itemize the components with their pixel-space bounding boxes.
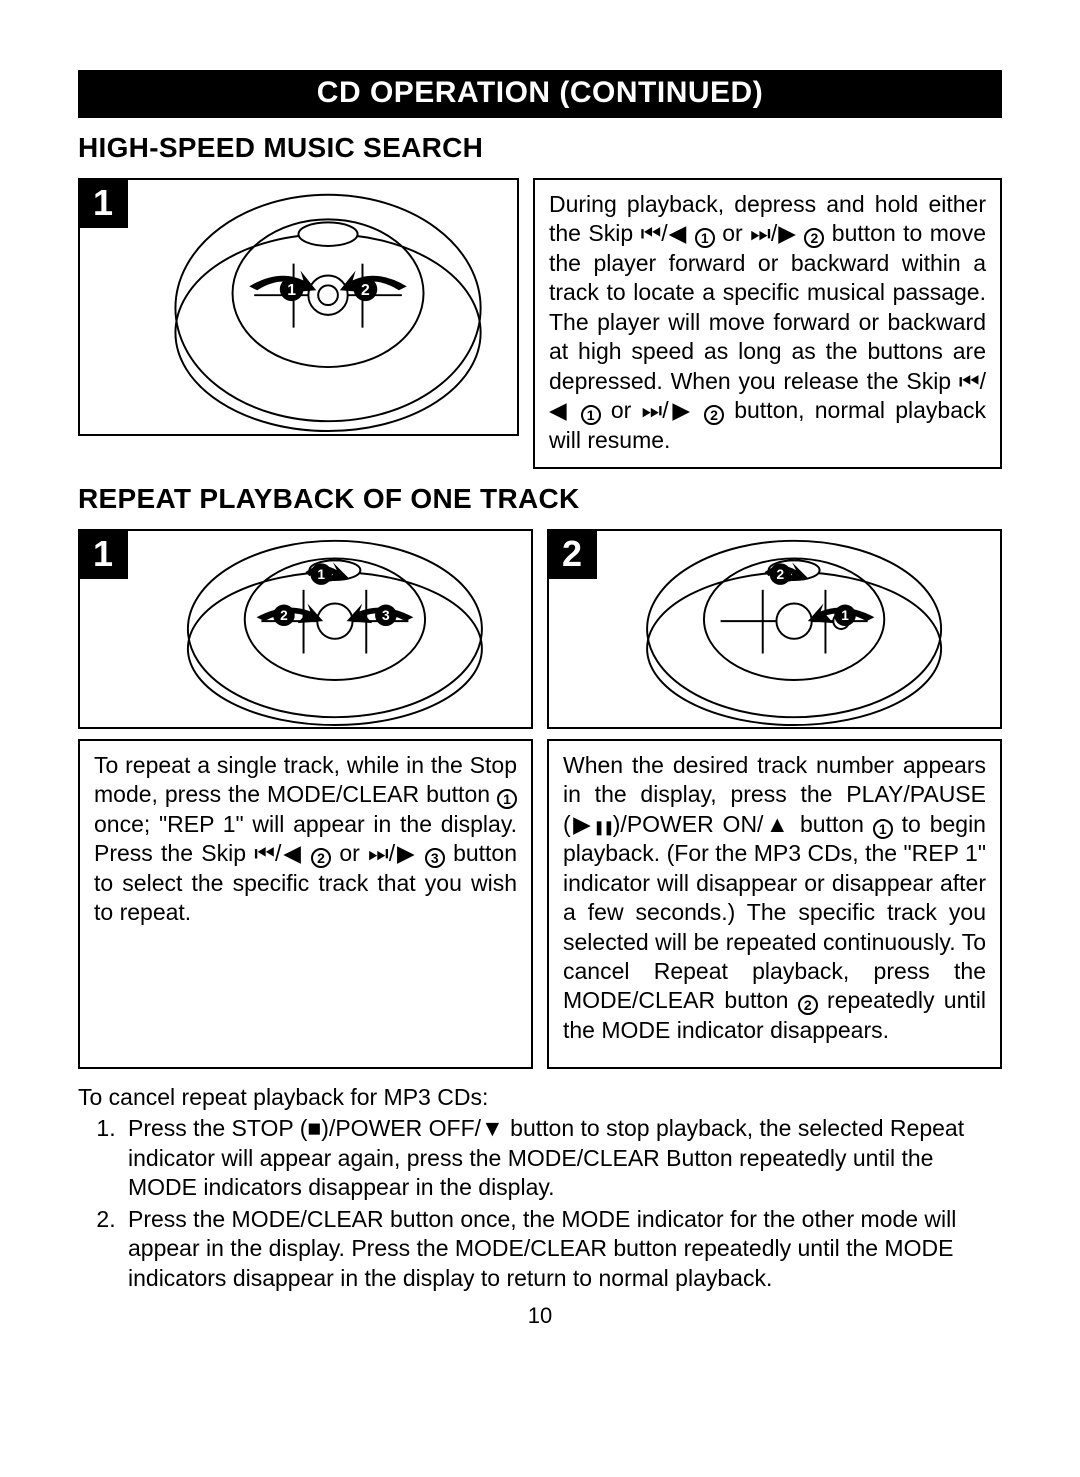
svg-text:1: 1 — [287, 282, 296, 299]
panel-badge: 2 — [547, 529, 597, 579]
diagram-panel-1: 1 1 2 — [78, 178, 519, 436]
footer-item-2: Press the MODE/CLEAR button once, the MO… — [122, 1205, 1002, 1293]
skip_fwd-icon: ⏭ — [641, 397, 662, 423]
panel-badge: 1 — [78, 529, 128, 579]
footer-block: To cancel repeat playback for MP3 CDs: P… — [78, 1083, 1002, 1293]
tri_left-icon: ◀ — [281, 840, 302, 866]
svg-text:1: 1 — [317, 567, 325, 582]
skip_back-icon: ⏮ — [254, 840, 275, 866]
svg-text:1: 1 — [841, 608, 849, 623]
circled-ref-2: 2 — [798, 995, 818, 1015]
footer-list: Press the STOP (■)/POWER OFF/▼ button to… — [78, 1114, 1002, 1293]
circled-ref-3: 3 — [425, 848, 445, 868]
svg-text:2: 2 — [280, 608, 288, 623]
row-repeat-text: To repeat a single track, while in the S… — [78, 739, 1002, 1069]
section-banner: CD OPERATION (CONTINUED) — [78, 70, 1002, 118]
tri_right-icon: ▶ — [395, 840, 416, 866]
diagram-panel-2a: 1 1 2 3 — [78, 529, 533, 729]
cd-player-diagram-1: 1 2 — [80, 180, 517, 434]
circled-ref-2: 2 — [804, 228, 824, 248]
page-number: 10 — [78, 1303, 1002, 1329]
footer-intro: To cancel repeat playback for MP3 CDs: — [78, 1083, 1002, 1112]
skip_fwd-icon: ⏭ — [368, 840, 389, 866]
svg-text:2: 2 — [777, 567, 785, 582]
svg-text:2: 2 — [361, 282, 370, 299]
tri_right-icon: ▶ — [571, 811, 594, 837]
cd-player-diagram-2a: 1 2 3 — [80, 531, 531, 727]
circled-ref-1: 1 — [695, 228, 715, 248]
cd-player-diagram-2b: 2 1 — [549, 531, 1000, 727]
circled-ref-2: 2 — [704, 405, 724, 425]
heading-repeat-one: REPEAT PLAYBACK OF ONE TRACK — [78, 483, 1002, 515]
skip_fwd-icon: ⏭ — [750, 220, 771, 246]
skip_back-icon: ⏮ — [641, 220, 662, 246]
tri_left-icon: ◀ — [668, 220, 688, 246]
footer-item-1: Press the STOP (■)/POWER OFF/▼ button to… — [122, 1114, 1002, 1202]
text-panel-high-speed: During playback, depress and hold either… — [533, 178, 1002, 469]
manual-page: CD OPERATION (CONTINUED) HIGH-SPEED MUSI… — [0, 0, 1080, 1369]
tri_left-icon: ◀ — [549, 397, 570, 423]
circled-ref-1: 1 — [873, 819, 893, 839]
svg-text:3: 3 — [382, 608, 390, 623]
stop-icon: ■ — [307, 1115, 321, 1141]
circled-ref-1: 1 — [497, 789, 517, 809]
panel-badge: 1 — [78, 178, 128, 228]
tri_down-icon: ▼ — [481, 1115, 504, 1141]
heading-high-speed: HIGH-SPEED MUSIC SEARCH — [78, 132, 1002, 164]
text-panel-repeat-1: To repeat a single track, while in the S… — [78, 739, 533, 1069]
circled-ref-2: 2 — [311, 848, 331, 868]
tri_up-icon: ▲ — [763, 811, 791, 837]
tri_right-icon: ▶ — [777, 220, 797, 246]
row-repeat-diagrams: 1 1 2 3 — [78, 529, 1002, 729]
circled-ref-1: 1 — [581, 405, 601, 425]
text-panel-repeat-2: When the desired track number appears in… — [547, 739, 1002, 1069]
pause-icon: ❚❚ — [593, 819, 612, 835]
skip_back-icon: ⏮ — [959, 368, 980, 394]
row-high-speed: 1 1 2 During playback, dep — [78, 178, 1002, 469]
tri_right-icon: ▶ — [669, 397, 694, 423]
diagram-panel-2b: 2 2 1 — [547, 529, 1002, 729]
